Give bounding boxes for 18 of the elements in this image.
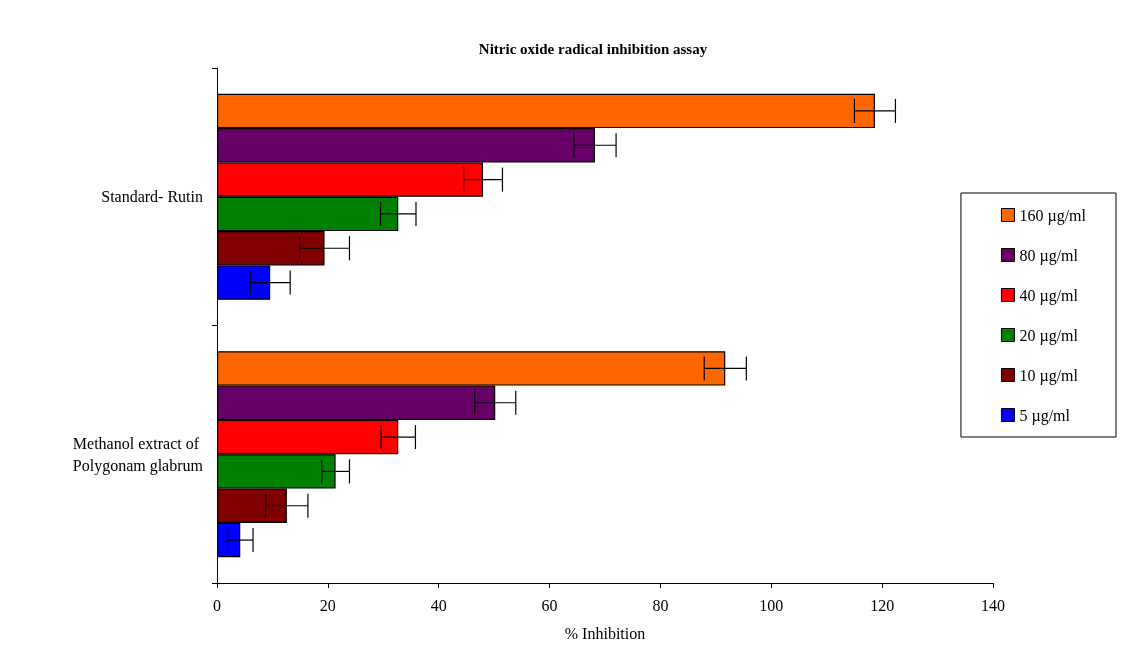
legend-label: 20 µg/ml [1019, 326, 1079, 345]
y-tick-label: Standard- Rutin [101, 188, 203, 206]
legend-label: 160 µg/ml [1019, 206, 1087, 225]
x-tick-label: 0 [213, 596, 221, 614]
legend-label: 10 µg/ml [1019, 366, 1079, 385]
legend-label: 5 µg/ml [1019, 406, 1071, 425]
x-tick-label: 100 [759, 596, 784, 614]
x-tick-label: 40 [430, 596, 447, 614]
x-tick-label: 80 [652, 596, 669, 614]
x-tick-label: 60 [541, 596, 558, 614]
x-tick-label: 120 [870, 596, 895, 614]
x-tick-label: 20 [319, 596, 336, 614]
chart-title: Nitric oxide radical inhibition assay [478, 40, 708, 57]
x-axis-title: % Inhibition [564, 624, 646, 642]
legend-label: 40 µg/ml [1019, 286, 1079, 305]
y-tick-label: Methanol extract of Polygonam glabrum [72, 434, 204, 475]
legend-label: 80 µg/ml [1019, 246, 1079, 265]
x-tick-label: 140 [981, 596, 1005, 614]
